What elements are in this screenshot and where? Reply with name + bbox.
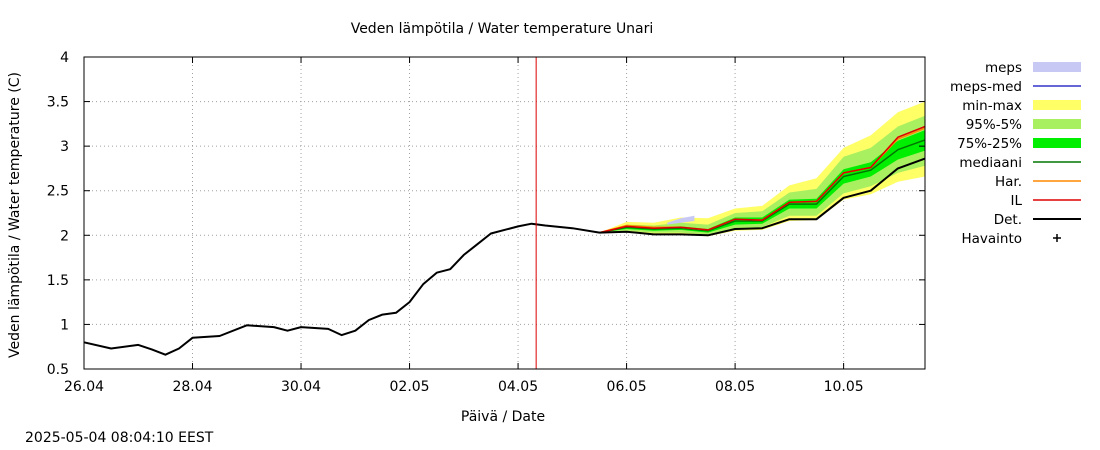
chart-title: Veden lämpötila / Water temperature Unar… — [351, 21, 654, 37]
legend-swatch-minmax — [1033, 100, 1081, 110]
legend-swatch-p75_25 — [1033, 138, 1081, 148]
series-lines — [83, 125, 926, 356]
legend-label-havainto: Havainto — [961, 231, 1022, 247]
x-axis-label: Päivä / Date — [461, 409, 545, 425]
x-tick-label: 06.05 — [607, 379, 647, 395]
y-tick-label: 2 — [60, 228, 69, 244]
legend-swatch-p95_5 — [1033, 119, 1081, 129]
x-tick-label: 08.05 — [715, 379, 755, 395]
legend-label-p95_5: 95%-5% — [966, 117, 1022, 133]
y-tick-label: 1.5 — [47, 273, 69, 289]
y-axis-ticks: 0.5 1 1.5 2 2.5 3 3.5 4 — [47, 50, 925, 378]
timestamp: 2025-05-04 08:04:10 EEST — [25, 430, 214, 446]
line-il — [599, 125, 926, 234]
legend-label-har: Har. — [995, 174, 1022, 190]
x-tick-label: 02.05 — [390, 379, 430, 395]
plot-frame — [83, 56, 926, 370]
y-tick-label: 3 — [60, 139, 69, 155]
y-tick-label: 0.5 — [47, 362, 69, 378]
legend-label-det: Det. — [994, 212, 1022, 228]
x-axis-ticks: 26.04 28.04 30.04 02.05 04.05 06.05 08.05 10.05 — [64, 57, 864, 395]
gridlines — [84, 57, 925, 369]
legend-label-il: IL — [1010, 193, 1022, 209]
legend: meps meps-med min-max 95%-5% 75%-25% mediaani… — [950, 60, 1081, 247]
y-tick-label: 2.5 — [47, 184, 69, 200]
legend-label-minmax: min-max — [962, 98, 1022, 114]
legend-swatch-meps — [1033, 62, 1081, 72]
legend-label-meps: meps — [985, 60, 1022, 76]
x-tick-label: 10.05 — [824, 379, 864, 395]
y-axis-label: Veden lämpötila / Water temperature (C) — [7, 72, 23, 358]
legend-label-median: mediaani — [959, 155, 1022, 171]
y-tick-label: 3.5 — [47, 95, 69, 111]
forecast-bands — [599, 101, 925, 237]
y-tick-label: 4 — [60, 50, 69, 66]
line-det — [83, 157, 926, 356]
line-mediaani — [599, 139, 926, 234]
y-tick-label: 1 — [60, 317, 69, 333]
x-tick-label: 04.05 — [498, 379, 538, 395]
x-tick-label: 26.04 — [64, 379, 104, 395]
legend-label-meps_med: meps-med — [950, 79, 1022, 95]
legend-label-p75_25: 75%-25% — [957, 136, 1022, 152]
x-tick-label: 28.04 — [172, 379, 212, 395]
band-meps — [667, 215, 695, 225]
x-tick-label: 30.04 — [281, 379, 321, 395]
